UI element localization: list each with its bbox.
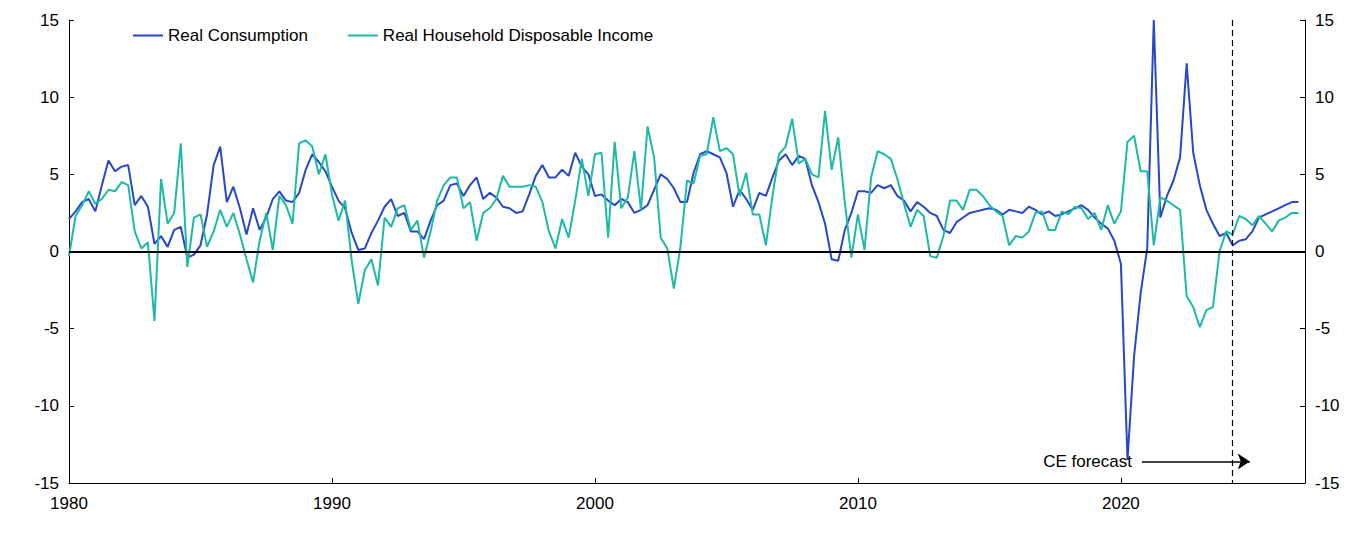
svg-text:-5: -5 xyxy=(1315,319,1330,338)
svg-text:0: 0 xyxy=(1315,242,1324,261)
svg-text:15: 15 xyxy=(40,11,59,30)
svg-text:1990: 1990 xyxy=(313,494,351,513)
svg-text:5: 5 xyxy=(50,165,59,184)
svg-text:5: 5 xyxy=(1315,165,1324,184)
svg-text:-15: -15 xyxy=(1315,474,1340,493)
svg-text:-5: -5 xyxy=(44,319,59,338)
svg-text:Real Consumption: Real Consumption xyxy=(168,26,308,45)
svg-text:10: 10 xyxy=(40,88,59,107)
svg-text:15: 15 xyxy=(1315,11,1334,30)
svg-text:Real Household Disposable Inco: Real Household Disposable Income xyxy=(383,26,653,45)
svg-text:-10: -10 xyxy=(1315,396,1340,415)
svg-text:2010: 2010 xyxy=(839,494,877,513)
svg-text:CE forecast: CE forecast xyxy=(1043,452,1132,471)
svg-text:-10: -10 xyxy=(34,396,59,415)
svg-text:2020: 2020 xyxy=(1102,494,1140,513)
svg-text:2000: 2000 xyxy=(576,494,614,513)
svg-text:0: 0 xyxy=(50,242,59,261)
svg-text:1980: 1980 xyxy=(50,494,88,513)
svg-text:10: 10 xyxy=(1315,88,1334,107)
svg-text:-15: -15 xyxy=(34,474,59,493)
